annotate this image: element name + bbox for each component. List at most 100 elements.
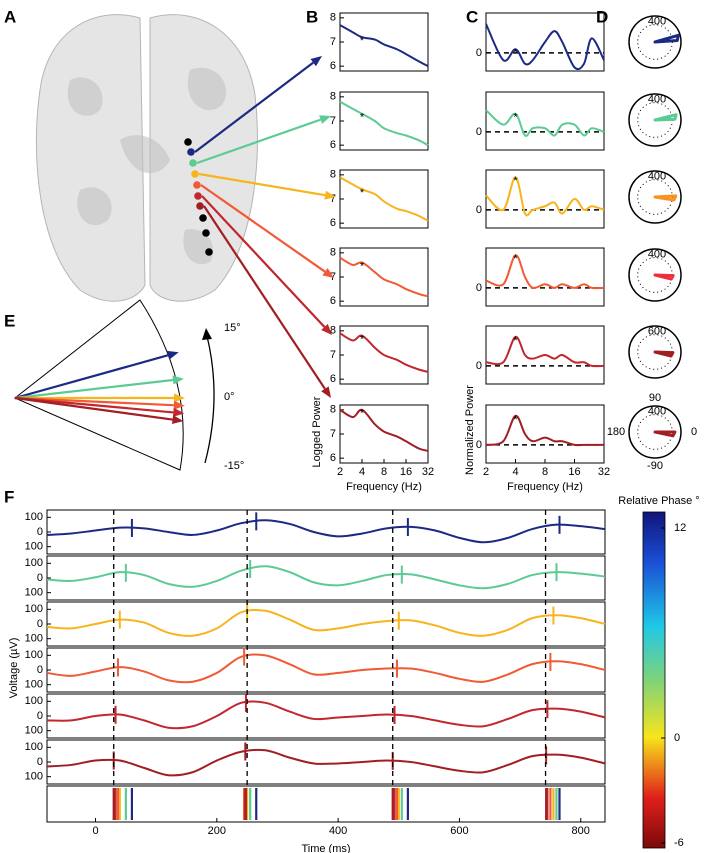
brain — [35, 14, 258, 302]
y-tick-label: 0 — [37, 710, 43, 722]
peak-asterisk: * — [360, 260, 365, 272]
electrode-arrow — [198, 172, 326, 197]
plot-frame — [339, 169, 429, 229]
y-tick-label: 100 — [25, 771, 43, 783]
phase-arrow — [14, 396, 174, 414]
rotation-arrowhead — [202, 328, 212, 340]
electrode-arrow-head — [321, 323, 332, 335]
y-tick-label: 0 — [476, 47, 482, 59]
y-tick-label: 6 — [330, 295, 336, 307]
y-tick-label: 7 — [330, 428, 336, 440]
x-tick-label: 32 — [422, 466, 434, 478]
y-tick-label: 8 — [330, 12, 336, 24]
phase-petal — [653, 194, 678, 202]
panel-label: F — [4, 487, 14, 506]
peak-asterisk: * — [513, 253, 518, 265]
y-tick-label: 6 — [330, 452, 336, 464]
y-axis-label: Normalized Power — [464, 385, 476, 475]
data-line — [46, 565, 606, 590]
electrode — [187, 148, 195, 156]
phase-arrow-head — [173, 400, 185, 410]
plot-frame — [485, 404, 605, 464]
data-line — [339, 24, 429, 68]
data-line — [485, 176, 605, 217]
x-tick-label: 16 — [400, 466, 412, 478]
x-tick-label: 8 — [381, 466, 387, 478]
y-tick-label: 100 — [25, 511, 43, 523]
colorbar — [642, 511, 666, 849]
phase-arrow — [14, 396, 173, 421]
data-line — [46, 653, 606, 684]
y-tick-label: 0 — [476, 204, 482, 216]
right-hemisphere — [149, 14, 258, 302]
peak-asterisk: * — [513, 414, 518, 426]
plot-frame — [485, 91, 605, 151]
electrode-arrow — [201, 195, 326, 328]
peak-asterisk: * — [513, 112, 518, 124]
data-line — [46, 748, 606, 777]
plot-frame — [339, 91, 429, 151]
plot-frame — [485, 12, 605, 72]
electrode — [193, 181, 201, 189]
peak-asterisk: * — [513, 47, 518, 59]
y-tick-label: 7 — [330, 115, 336, 127]
y-tick-label: 0 — [37, 664, 43, 676]
y-tick-label: 6 — [330, 217, 336, 229]
x-tick-label: 32 — [598, 466, 610, 478]
plot-frame — [46, 647, 606, 693]
electrode — [189, 159, 197, 167]
y-axis-label: Logged Power — [311, 396, 323, 467]
x-tick-label: 2 — [483, 466, 489, 478]
data-line — [485, 23, 605, 71]
phase-arrow — [14, 396, 174, 407]
phase-arrow-head — [172, 407, 185, 417]
plot-frame — [339, 12, 429, 72]
plot-frame — [46, 739, 606, 785]
data-line — [485, 335, 605, 368]
theta-tick-label: 180 — [607, 426, 625, 438]
plot-frame — [339, 404, 429, 464]
y-tick-label: 0 — [476, 360, 482, 372]
angle-label: -15° — [224, 460, 244, 472]
y-tick-label: 7 — [330, 36, 336, 48]
x-tick-label: 4 — [359, 466, 365, 478]
plot-frame — [485, 169, 605, 229]
peak-asterisk: * — [360, 334, 365, 346]
y-tick-label: 0 — [476, 439, 482, 451]
raster-frame — [46, 785, 606, 823]
angle-label: 0° — [224, 391, 235, 403]
phase-arrow — [14, 354, 169, 400]
panel-label: E — [4, 311, 15, 330]
data-line — [339, 408, 429, 452]
x-axis-label: Frequency (Hz) — [507, 481, 583, 493]
phase-petal — [653, 273, 675, 281]
y-tick-label: 0 — [37, 526, 43, 538]
y-tick-label: 100 — [25, 557, 43, 569]
x-tick-label: 400 — [329, 825, 347, 837]
polar-ring-label: 400 — [648, 406, 666, 418]
y-tick-label: 100 — [25, 649, 43, 661]
electrode-arrow-head — [310, 56, 322, 67]
phase-arrow — [14, 378, 174, 400]
y-tick-label: 8 — [330, 247, 336, 259]
data-line — [339, 100, 429, 147]
electrode — [196, 202, 204, 210]
data-line — [485, 254, 605, 290]
y-tick-label: 8 — [330, 404, 336, 416]
data-line — [46, 700, 606, 730]
phase-arrow-head — [171, 415, 184, 425]
data-line — [485, 414, 604, 447]
peak-asterisk: * — [513, 175, 518, 187]
colorbar-tick-label: 12 — [674, 522, 686, 534]
data-line — [46, 519, 606, 544]
electrode-arrow-head — [322, 268, 334, 278]
panel-label: B — [306, 7, 318, 26]
y-tick-label: 0 — [476, 126, 482, 138]
y-tick-label: 100 — [25, 541, 43, 553]
phase-arrow-head — [166, 350, 179, 360]
electrode-arrow — [194, 61, 314, 153]
y-tick-label: 100 — [25, 603, 43, 615]
theta-tick-label: 0 — [691, 426, 697, 438]
polar-frame — [628, 170, 682, 224]
x-tick-label: 800 — [572, 825, 590, 837]
